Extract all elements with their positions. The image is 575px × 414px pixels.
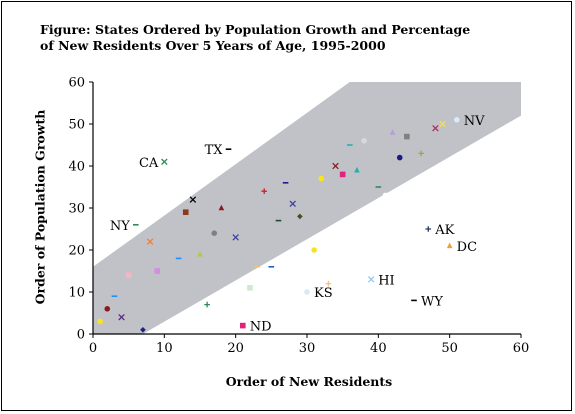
data-point <box>189 196 197 203</box>
x-tick-label: 20 <box>227 341 244 356</box>
data-point <box>140 327 146 333</box>
y-tick-label: 40 <box>68 160 85 175</box>
point-label-ny: NY <box>110 219 130 234</box>
point-label-nv: NV <box>464 114 485 129</box>
x-tick-label: 30 <box>299 341 316 356</box>
point-label-dc: DC <box>457 240 477 255</box>
data-point <box>325 280 332 287</box>
data-point <box>354 166 360 173</box>
y-tick-label: 50 <box>68 118 85 133</box>
data-point-dc <box>446 242 453 249</box>
x-tick-label: 0 <box>89 341 97 356</box>
data-point <box>204 301 210 308</box>
point-label-wy: WY <box>421 294 443 309</box>
data-point <box>146 238 154 245</box>
data-point <box>125 272 132 278</box>
data-point <box>339 171 346 178</box>
shaded-band <box>93 82 521 334</box>
point-label-ks: KS <box>314 286 333 301</box>
point-label-ca: CA <box>139 156 159 171</box>
y-axis-label: Order of Population Growth <box>32 109 48 305</box>
data-point-ks <box>304 289 310 295</box>
data-point-hi <box>367 276 375 283</box>
data-point <box>218 204 225 211</box>
chart-title-line-1: Figure: States Ordered by Population Gro… <box>40 22 471 37</box>
data-point <box>104 306 111 312</box>
data-point <box>97 318 103 325</box>
data-point <box>318 175 325 182</box>
data-point <box>382 192 389 199</box>
data-point <box>332 162 339 170</box>
y-tick-label: 10 <box>68 286 85 301</box>
x-tick-label: 10 <box>156 341 173 356</box>
data-point <box>432 124 439 132</box>
data-point <box>289 200 296 208</box>
y-tick-label: 60 <box>68 76 85 91</box>
data-point <box>389 129 396 135</box>
chart-title-line-2: of New Residents Over 5 Years of Age, 19… <box>40 38 386 53</box>
y-tick-label: 20 <box>68 244 85 259</box>
data-point <box>361 138 367 144</box>
x-tick-label: 40 <box>370 341 387 356</box>
data-point <box>261 188 267 194</box>
point-label-nd: ND <box>250 320 272 335</box>
data-point <box>154 268 160 274</box>
data-point <box>211 230 218 236</box>
y-tick-label: 30 <box>68 202 85 217</box>
point-label-tx: TX <box>205 143 224 158</box>
point-label-ak: AK <box>434 223 454 238</box>
data-point <box>297 213 303 220</box>
data-point <box>197 250 203 257</box>
data-point-ak <box>425 226 432 232</box>
data-point <box>404 133 410 140</box>
x-tick-label: 60 <box>513 341 530 356</box>
data-point <box>232 234 239 241</box>
data-point <box>118 313 125 321</box>
data-point <box>247 285 253 291</box>
data-point <box>418 150 424 157</box>
chart-title: Figure: States Ordered by Population Gro… <box>40 22 540 54</box>
data-point <box>396 154 403 161</box>
data-point-ca <box>161 158 168 166</box>
y-tick-label: 0 <box>77 328 85 343</box>
data-point <box>182 209 189 215</box>
x-tick-label: 50 <box>441 341 458 356</box>
data-point <box>439 120 446 128</box>
data-point <box>311 247 317 253</box>
point-label-hi: HI <box>378 273 394 288</box>
data-point-nv <box>454 117 460 123</box>
x-axis-label: Order of New Residents <box>225 374 393 389</box>
data-point-nd <box>240 322 246 329</box>
